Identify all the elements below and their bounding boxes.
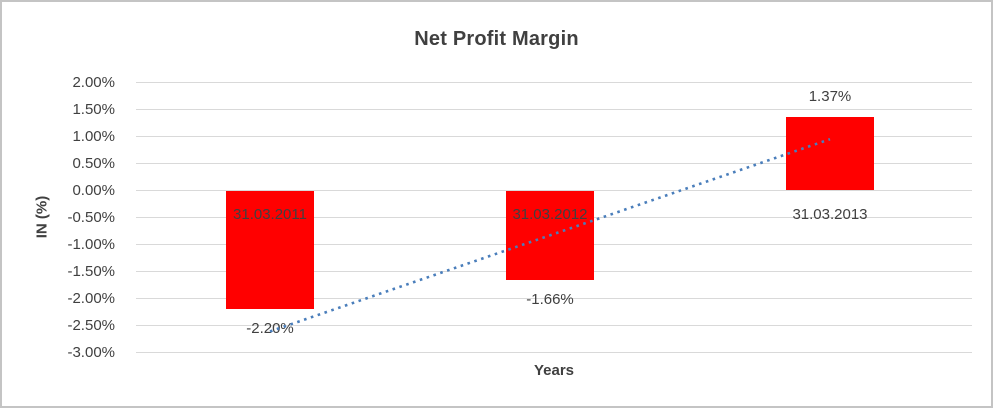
category-label: 31.03.2013 (792, 205, 868, 223)
y-tick-label: 0.00% (72, 181, 115, 199)
bar-31.03.2012 (506, 190, 594, 281)
value-label: 1.37% (808, 87, 852, 105)
category-label: 31.03.2012 (512, 205, 588, 223)
bar-31.03.2013 (786, 116, 874, 191)
category-label: 31.03.2011 (233, 205, 307, 223)
y-tick-label: 1.00% (72, 127, 115, 145)
gridline (136, 136, 972, 137)
gridline (136, 352, 972, 353)
x-axis-title: Years (533, 362, 575, 379)
y-tick-label: -0.50% (67, 208, 115, 226)
y-tick-label: -1.50% (67, 262, 115, 280)
y-tick-label: -2.50% (67, 316, 115, 334)
y-tick-label: -2.00% (67, 289, 115, 307)
y-tick-label: -1.00% (67, 235, 115, 253)
y-tick-label: 2.00% (72, 73, 115, 91)
value-label: -1.66% (526, 291, 574, 309)
gridline (136, 82, 972, 83)
y-tick-label: 1.50% (72, 100, 115, 118)
y-tick-label: -3.00% (67, 343, 115, 361)
chart-title: Net Profit Margin (414, 28, 579, 50)
gridline (136, 109, 972, 110)
value-label: -2.20% (246, 320, 294, 338)
y-tick-label: 0.50% (72, 154, 115, 172)
